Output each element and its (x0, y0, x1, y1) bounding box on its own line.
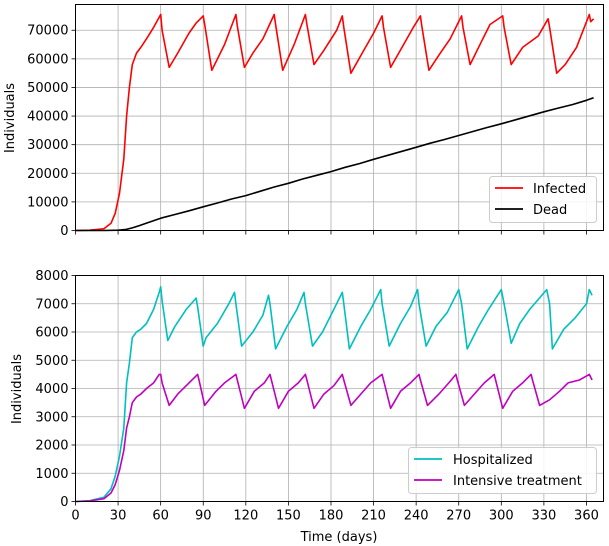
legend-label-hospitalized: Hospitalized (453, 453, 533, 468)
y-tick-label: 5000 (35, 354, 68, 369)
x-tick-label: 180 (319, 509, 344, 524)
x-tick-label: 120 (233, 509, 258, 524)
series-line-intensive-treatment (75, 373, 593, 503)
y-tick-label: 1000 (35, 467, 68, 482)
x-tick-label: 300 (489, 509, 514, 524)
series-lines (75, 285, 593, 503)
y-axis-ticks: 0 10000 20000 30000 40000 50000 60000 70000 (27, 24, 76, 239)
y-axis-ticks: 0 1000 2000 3000 4000 5000 6000 7000 8000 (35, 269, 76, 510)
y-tick-label: 6000 (35, 326, 68, 341)
y-tick-label: 40000 (27, 110, 68, 125)
y-axis-label: Individuals (3, 83, 18, 153)
series-line-dead (75, 97, 594, 232)
x-axis-ticks: 0 30 60 90 120 150 180 210 240 270 300 330 360 (71, 501, 599, 524)
x-tick-label: 240 (404, 509, 429, 524)
y-tick-label: 70000 (27, 24, 68, 39)
hospital-panel: 0 1000 2000 3000 4000 5000 6000 7000 8000 0 30 60 9… (10, 269, 604, 545)
x-tick-label: 330 (531, 509, 556, 524)
y-tick-label: 3000 (35, 410, 68, 425)
legend: Infected Dead (489, 176, 597, 223)
x-axis-label: Time (days) (300, 530, 378, 545)
series-line-infected (75, 13, 595, 232)
y-tick-label: 2000 (35, 439, 68, 454)
x-tick-label: 0 (71, 509, 79, 524)
x-tick-label: 360 (574, 509, 599, 524)
y-tick-label: 0 (60, 224, 68, 239)
legend-label-dead: Dead (533, 203, 567, 218)
series-line-hospitalized (75, 285, 593, 503)
legend: Hospitalized Intensive treatment (408, 447, 597, 494)
legend-box (408, 447, 597, 494)
x-tick-label: 90 (195, 509, 212, 524)
legend-label-intensive-treatment: Intensive treatment (453, 474, 582, 489)
y-tick-label: 0 (60, 495, 68, 510)
y-tick-label: 60000 (27, 52, 68, 67)
y-tick-label: 20000 (27, 167, 68, 182)
y-tick-label: 50000 (27, 81, 68, 96)
y-tick-label: 30000 (27, 138, 68, 153)
x-axis-ticks (75, 230, 587, 235)
x-tick-label: 60 (152, 509, 169, 524)
y-tick-label: 4000 (35, 382, 68, 397)
series-lines (75, 13, 595, 232)
x-tick-label: 270 (446, 509, 471, 524)
y-tick-label: 10000 (27, 195, 68, 210)
y-axis-label: Individuals (10, 354, 25, 424)
y-tick-label: 7000 (35, 297, 68, 312)
infected-dead-panel: 0 10000 20000 30000 40000 50000 60000 70000 Ind… (3, 4, 604, 239)
x-tick-label: 150 (276, 509, 301, 524)
plot-frame (75, 4, 604, 231)
y-tick-label: 8000 (35, 269, 68, 284)
legend-label-infected: Infected (533, 182, 586, 197)
x-tick-label: 30 (110, 509, 127, 524)
x-tick-label: 210 (361, 509, 386, 524)
